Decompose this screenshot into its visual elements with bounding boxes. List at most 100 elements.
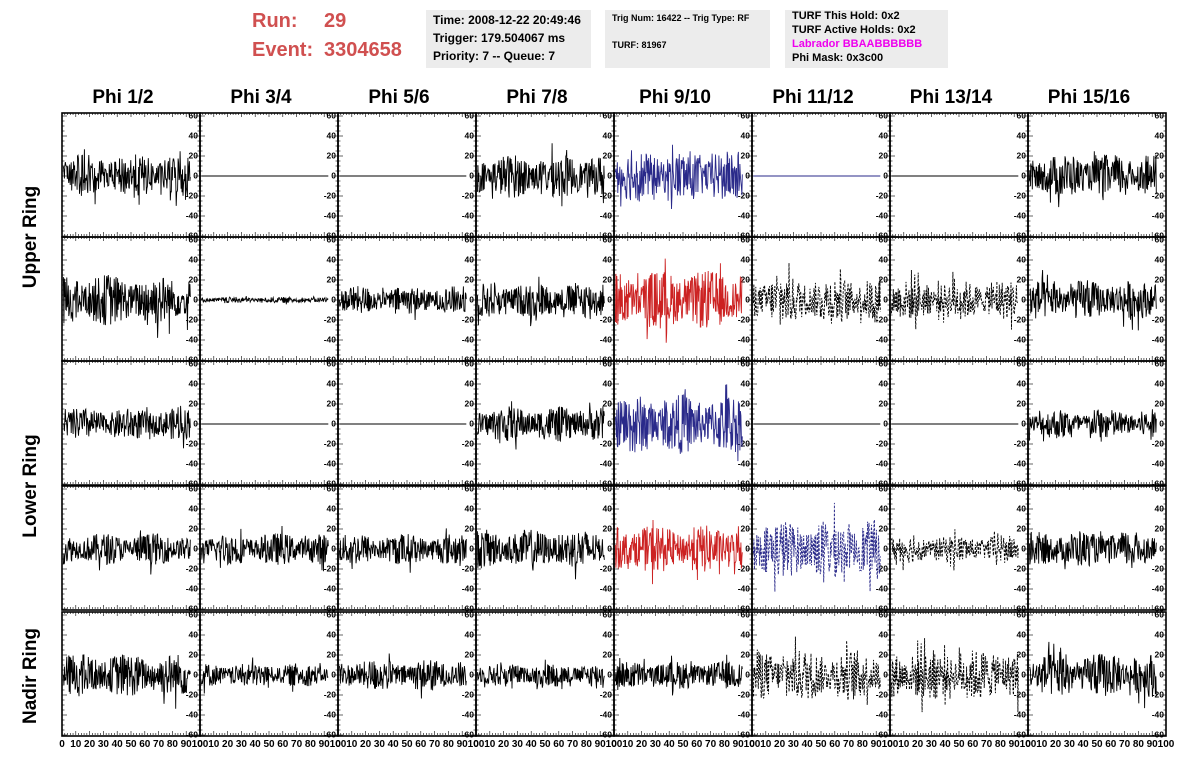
- panel-frame: [199, 112, 339, 238]
- y-tick-label: -20: [462, 439, 475, 449]
- y-tick-label: 40: [603, 255, 613, 265]
- y-tick-label: -20: [876, 439, 889, 449]
- y-tick-label: 40: [603, 379, 613, 389]
- y-tick-label: -40: [738, 584, 751, 594]
- y-tick-label: 20: [879, 399, 889, 409]
- y-tick-label: -40: [876, 335, 889, 345]
- y-tick-label: -20: [1152, 315, 1165, 325]
- y-tick-label: 20: [327, 151, 337, 161]
- y-tick-label: -40: [462, 584, 475, 594]
- waveform-trace: [62, 530, 191, 575]
- y-tick-label: 20: [189, 399, 199, 409]
- y-tick-label: -60: [600, 479, 613, 489]
- y-tick-label: 40: [327, 131, 337, 141]
- y-tick-label: 40: [741, 131, 751, 141]
- waveform-trace: [476, 401, 605, 450]
- y-tick-label: 40: [879, 379, 889, 389]
- y-tick-label: 0: [469, 295, 474, 305]
- y-tick-label: 60: [879, 359, 889, 369]
- y-tick-label: -20: [600, 315, 613, 325]
- y-tick-label: 0: [883, 295, 888, 305]
- y-tick-label: 0: [883, 544, 888, 554]
- y-tick-label: -40: [600, 584, 613, 594]
- y-tick-label: 40: [1155, 131, 1165, 141]
- y-tick-label: 0: [469, 171, 474, 181]
- y-tick-label: -60: [324, 355, 337, 365]
- y-tick-label: -40: [324, 211, 337, 221]
- y-tick-label: 20: [465, 151, 475, 161]
- y-tick-label: 0: [745, 171, 750, 181]
- y-tick-label: 0: [607, 419, 612, 429]
- y-tick-label: -40: [186, 459, 199, 469]
- turf-this-hold-line: TURF This Hold: 0x2: [792, 10, 900, 22]
- y-tick-label: -40: [186, 584, 199, 594]
- y-tick-label: 20: [879, 524, 889, 534]
- y-tick-label: -40: [1014, 335, 1027, 345]
- y-tick-label: 20: [603, 524, 613, 534]
- y-tick-label: 20: [603, 275, 613, 285]
- y-tick-label: 20: [879, 151, 889, 161]
- y-tick-label: -60: [1152, 231, 1165, 241]
- y-tick-label: 60: [327, 235, 337, 245]
- y-tick-label: -60: [1152, 355, 1165, 365]
- turf-info-box: TURF This Hold: 0x2 TURF Active Holds: 0…: [785, 10, 948, 68]
- waveform-trace: [62, 405, 191, 449]
- y-tick-label: -20: [324, 564, 337, 574]
- y-tick-label: 40: [741, 504, 751, 514]
- y-tick-label: 0: [1159, 419, 1164, 429]
- run-label: Run:: [252, 10, 298, 32]
- y-tick-label: -20: [186, 564, 199, 574]
- y-tick-label: 60: [1155, 235, 1165, 245]
- y-tick-label: 60: [1017, 235, 1027, 245]
- y-tick-label: -60: [324, 231, 337, 241]
- y-tick-label: 40: [1155, 379, 1165, 389]
- waveform-trace: [1028, 409, 1157, 442]
- y-tick-label: 20: [465, 524, 475, 534]
- y-tick-label: 40: [327, 504, 337, 514]
- y-tick-label: -60: [186, 355, 199, 365]
- waveform-trace: [476, 276, 605, 327]
- y-tick-label: -60: [876, 355, 889, 365]
- column-header: Phi 11/12: [772, 87, 854, 108]
- y-tick-label: 60: [327, 484, 337, 494]
- trigger-line: Trigger: 179.504067 ms: [433, 31, 566, 45]
- y-tick-label: 60: [741, 359, 751, 369]
- y-tick-label: -40: [1152, 459, 1165, 469]
- y-tick-label: -20: [738, 191, 751, 201]
- y-tick-label: -60: [738, 355, 751, 365]
- y-tick-label: -60: [738, 231, 751, 241]
- y-tick-label: -60: [462, 479, 475, 489]
- trig-num-line: Trig Num: 16422 -- Trig Type: RF: [612, 13, 750, 23]
- y-tick-label: 40: [603, 504, 613, 514]
- y-tick-label: -60: [738, 604, 751, 614]
- y-tick-label: 60: [465, 359, 475, 369]
- y-tick-label: 0: [469, 419, 474, 429]
- waveform-trace: [614, 384, 743, 462]
- y-tick-label: 20: [1155, 399, 1165, 409]
- y-tick-label: 40: [189, 504, 199, 514]
- y-tick-label: -20: [738, 315, 751, 325]
- y-tick-label: -40: [324, 459, 337, 469]
- y-tick-label: -40: [324, 335, 337, 345]
- y-tick-label: 0: [193, 544, 198, 554]
- panel-frame: [751, 360, 891, 486]
- waveform-trace: [1029, 269, 1157, 331]
- y-tick-label: 40: [189, 131, 199, 141]
- column-header: Phi 7/8: [506, 87, 568, 108]
- y-tick-label: 60: [189, 111, 199, 121]
- column-header: Phi 9/10: [639, 87, 711, 108]
- labrador-line: Labrador BBAABBBBBB: [792, 38, 923, 50]
- y-tick-label: 20: [1017, 275, 1027, 285]
- waveform-trace: [338, 528, 467, 573]
- phi-mask-line: Phi Mask: 0x3c00: [792, 52, 884, 64]
- time-line: Time: 2008-12-22 20:49:46: [433, 13, 581, 27]
- waveform-trace: [476, 143, 605, 207]
- y-tick-label: -60: [462, 231, 475, 241]
- y-tick-label: -20: [738, 564, 751, 574]
- y-tick-label: 40: [189, 255, 199, 265]
- y-tick-label: -40: [462, 459, 475, 469]
- y-tick-label: -40: [324, 584, 337, 594]
- y-tick-label: 40: [603, 131, 613, 141]
- y-tick-label: -40: [1014, 459, 1027, 469]
- y-tick-label: 40: [879, 255, 889, 265]
